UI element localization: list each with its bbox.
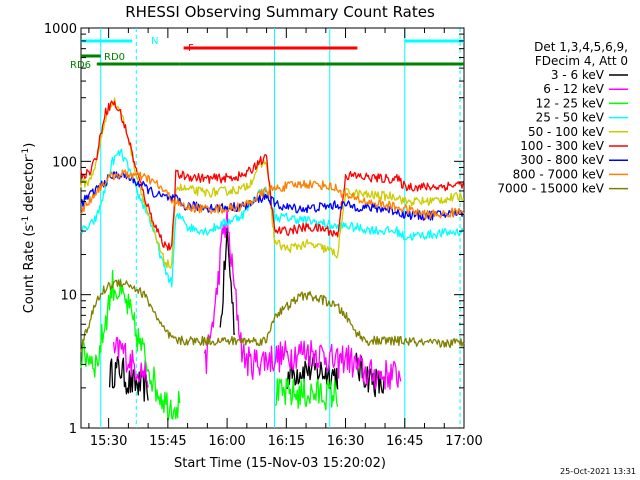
x-tick-label: 16:30 <box>327 434 364 449</box>
y-axis: 1 10 100 1000 <box>44 22 464 437</box>
x-tick-label: 16:45 <box>386 434 423 449</box>
plot-border <box>80 27 465 429</box>
legend-label: 6 - 12 keV <box>543 82 605 96</box>
series-300-800-kev <box>80 169 465 221</box>
y-tick-label: 1 <box>69 422 77 437</box>
x-tick-label: 15:30 <box>90 434 127 449</box>
chart-title: RHESSI Observing Summary Count Rates <box>125 3 435 21</box>
legend-header-line-2: FDecim 4, Att 0 <box>535 54 628 68</box>
plot-frame <box>80 27 465 429</box>
y-tick-label: 100 <box>52 155 77 170</box>
legend: Det 1,3,4,5,6,9, FDecim 4, Att 0 3 - 6 k… <box>497 40 628 196</box>
vertical-markers <box>100 28 461 428</box>
y-tick-label: 10 <box>60 289 77 304</box>
flag-label-rd6: RD6 <box>70 60 91 71</box>
series-3-6-kev <box>108 227 386 402</box>
legend-label: 3 - 6 keV <box>551 68 605 82</box>
y-tick-label: 1000 <box>44 22 77 37</box>
x-axis-label: Start Time (15-Nov-03 15:20:02) <box>174 456 386 471</box>
x-tick-label: 17:00 <box>445 434 482 449</box>
series-6-12-kev <box>112 209 402 390</box>
series-line <box>80 279 465 352</box>
x-tick-label: 15:45 <box>149 434 186 449</box>
legend-label: 100 - 300 keV <box>520 139 604 153</box>
flag-label-n: N <box>151 36 158 47</box>
x-tick-label: 16:00 <box>208 434 245 449</box>
legend-label: 800 - 7000 keV <box>513 167 605 181</box>
legend-label: 300 - 800 keV <box>520 153 604 167</box>
series-12-25-kev <box>80 269 339 422</box>
x-axis: 15:30 15:45 16:00 16:15 16:30 16:45 17:00 <box>88 28 483 449</box>
legend-label: 50 - 100 keV <box>528 125 605 139</box>
legend-header-line-1: Det 1,3,4,5,6,9, <box>534 40 628 54</box>
series-7000-15000-kev <box>80 279 465 352</box>
series-line <box>80 100 465 251</box>
flag-bars: N F RD0 RD6 <box>70 36 464 71</box>
series-50-100-kev <box>80 97 464 269</box>
series-line <box>80 97 464 269</box>
x-tick-label: 16:15 <box>268 434 305 449</box>
series-100-300-kev <box>80 100 465 251</box>
series-line <box>112 209 402 390</box>
series-line <box>80 148 465 288</box>
legend-label: 12 - 25 keV <box>536 96 605 110</box>
series-line <box>80 169 465 220</box>
series-line <box>108 227 386 402</box>
legend-label: 7000 - 15000 keV <box>497 182 604 196</box>
series-25-50-kev <box>80 148 465 288</box>
flag-label-rd0: RD0 <box>104 52 125 63</box>
series-line <box>80 269 339 422</box>
series-group <box>80 97 465 422</box>
legend-label: 25 - 50 keV <box>536 111 605 125</box>
flag-label-f: F <box>188 43 194 54</box>
series-line <box>80 169 465 221</box>
footer-timestamp: 25-Oct-2021 13:31 <box>560 467 636 476</box>
y-axis-label: Count Rate (s-1 detector-1) <box>21 143 37 314</box>
series-800-7000-kev <box>80 169 465 220</box>
